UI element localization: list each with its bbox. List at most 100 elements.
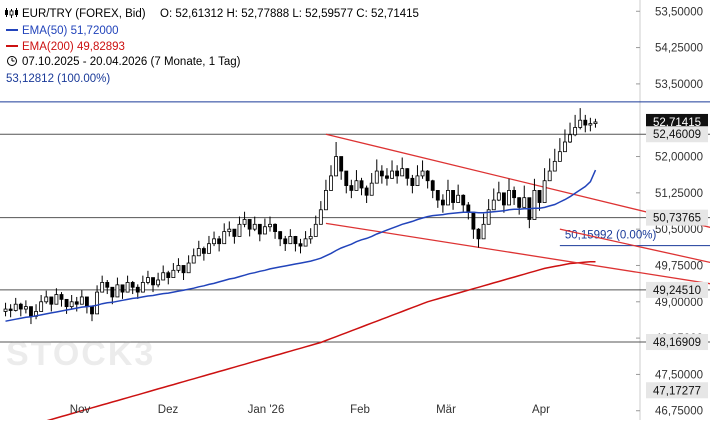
candle-body	[69, 301, 74, 308]
candle-body	[415, 175, 420, 186]
price-label: 49,24510	[653, 285, 701, 297]
candle	[161, 265, 166, 281]
candle	[532, 178, 537, 220]
candle	[349, 179, 354, 199]
candle-body	[130, 282, 135, 288]
candle-body	[135, 286, 140, 293]
candle-body	[146, 277, 150, 283]
candle-body	[318, 209, 323, 225]
x-tick-label: Feb	[350, 404, 370, 416]
candle-body	[151, 277, 155, 286]
candle-body	[486, 209, 491, 225]
candle-body	[257, 223, 262, 235]
candle	[79, 290, 84, 305]
candle-body	[374, 170, 379, 184]
candle	[105, 280, 110, 295]
candle-body	[308, 236, 313, 240]
candle-body	[573, 127, 578, 136]
candle-body	[563, 141, 567, 153]
candle-body	[79, 296, 84, 305]
candle	[196, 240, 201, 257]
candle	[303, 231, 308, 247]
candle-body	[18, 303, 23, 310]
candle	[242, 211, 247, 228]
candle	[446, 179, 450, 206]
candle-body	[446, 190, 450, 206]
candle-body	[339, 156, 344, 172]
y-tick-label: 47,50000	[655, 369, 703, 381]
candle-body	[100, 282, 105, 293]
candle-body	[501, 192, 506, 206]
y-tick-label: 46,75000	[655, 406, 703, 418]
candle	[84, 296, 89, 314]
candle-body	[334, 156, 339, 177]
ema50-line	[5, 169, 597, 322]
candle	[262, 218, 267, 235]
candle	[49, 296, 54, 312]
candle-body	[395, 170, 400, 177]
candle-body	[512, 190, 517, 199]
candle-body	[517, 197, 522, 208]
candle	[527, 197, 532, 229]
candle	[283, 235, 288, 251]
candle	[8, 304, 13, 318]
x-tick-label: Jan '26	[248, 404, 285, 416]
candle	[308, 228, 313, 244]
price-label: 47,17277	[653, 385, 701, 397]
candle	[23, 300, 28, 314]
candle	[115, 277, 120, 298]
price-label: 52,71415	[653, 117, 701, 129]
candle-body	[64, 298, 69, 308]
candle	[156, 272, 161, 288]
candle-body	[140, 282, 145, 293]
candle	[395, 165, 400, 184]
candle-body	[451, 190, 455, 203]
candle-body	[232, 228, 237, 237]
candle-body	[54, 294, 59, 305]
candle-body	[252, 223, 257, 230]
candle	[329, 165, 333, 191]
x-tick-label: Mär	[436, 404, 456, 416]
candle-body	[212, 238, 216, 245]
candle-body	[242, 219, 247, 225]
candle	[430, 179, 435, 199]
candle-body	[196, 248, 201, 257]
candle	[171, 263, 176, 278]
candle	[456, 184, 461, 204]
price-label-bg	[646, 126, 708, 143]
candle-body	[156, 279, 161, 286]
candle-body	[344, 170, 349, 186]
candle-body	[74, 301, 79, 305]
price-label-bg	[646, 382, 708, 399]
candle	[476, 228, 481, 248]
candle-body	[329, 175, 333, 191]
candle-body	[435, 190, 440, 201]
candle	[181, 265, 186, 280]
candle	[318, 201, 323, 225]
period-label: 07.10.2025 - 20.04.2026 (7 Monate, 1 Tag…	[22, 56, 241, 68]
candle-body	[201, 248, 206, 254]
candle	[151, 277, 155, 293]
candle	[227, 221, 232, 237]
candle-body	[84, 296, 89, 308]
candle	[522, 185, 527, 208]
candle-body	[181, 265, 186, 274]
candle-body	[105, 282, 110, 288]
candle	[359, 177, 364, 196]
candle	[466, 202, 471, 220]
candle	[461, 194, 466, 213]
candle-body	[461, 194, 466, 206]
candle-body	[166, 272, 171, 278]
candle	[573, 114, 578, 137]
candle	[222, 223, 227, 245]
candle-body	[171, 269, 176, 278]
candle	[369, 172, 374, 196]
candle	[344, 170, 349, 194]
candle	[547, 158, 552, 182]
candle	[166, 270, 171, 285]
candle	[324, 179, 328, 211]
candle	[130, 280, 135, 295]
y-tick-label: 52,00000	[655, 152, 703, 164]
y-tick-label: 51,25000	[655, 188, 703, 200]
candle	[400, 157, 405, 177]
